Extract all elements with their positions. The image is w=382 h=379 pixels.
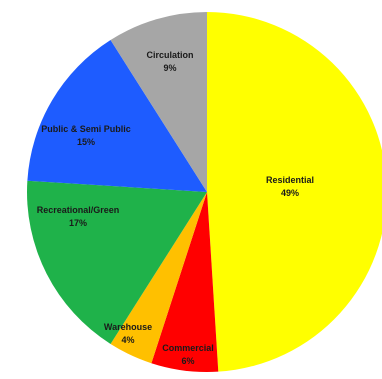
slice-label-warehouse: Warehouse [104,322,152,332]
pie-slice-recreational-green [27,180,208,344]
pie-slice-circulation [110,12,207,192]
slice-label-recreational-green: Recreational/Green [37,205,120,215]
slice-label-residential: Residential [266,175,314,185]
slice-label-public-semi-public: Public & Semi Public [41,124,131,134]
pie-slice-commercial [151,192,219,372]
slice-value-public-semi-public: 15% [77,137,95,147]
pie-labels: Residential 49% Commercial 6% Warehouse 4% Rec… [37,50,314,366]
slice-value-commercial: 6% [181,356,194,366]
slice-value-recreational-green: 17% [69,218,87,228]
slice-label-commercial: Commercial [162,343,214,353]
slice-value-circulation: 9% [163,63,176,73]
slice-label-circulation: Circulation [146,50,193,60]
slice-value-residential: 49% [281,188,299,198]
pie-slice-public-semi-public [27,40,207,192]
pie-slices [27,12,382,372]
pie-slice-residential [207,12,382,372]
slice-value-warehouse: 4% [121,335,134,345]
pie-slice-warehouse [110,192,207,364]
